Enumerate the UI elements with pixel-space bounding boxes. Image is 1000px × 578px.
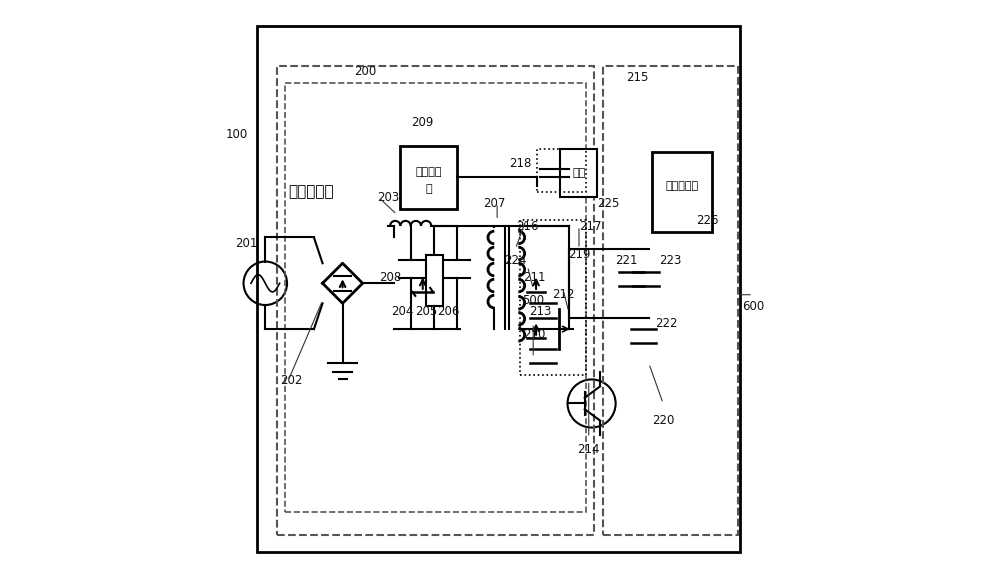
Text: 211: 211 [523,271,546,284]
Text: 224: 224 [504,254,527,267]
Text: 215: 215 [626,71,649,84]
Text: 220: 220 [652,414,674,427]
Bar [652,151,712,232]
Text: 光耦: 光耦 [572,168,585,178]
Text: 第二控制: 第二控制 [415,166,442,177]
Text: 203: 203 [377,191,399,204]
Text: 器: 器 [425,184,432,194]
Text: 变频器电路: 变频器电路 [288,184,334,199]
Text: 200: 200 [354,65,377,78]
Text: 100: 100 [226,128,248,141]
Bar [285,83,586,512]
Bar [257,25,740,553]
Text: 第一控制器: 第一控制器 [665,181,698,191]
Text: 208: 208 [379,271,401,284]
Text: 221: 221 [615,254,637,267]
Bar [277,66,594,535]
Text: 217: 217 [579,220,602,232]
Text: 223: 223 [659,254,682,267]
Text: 209: 209 [412,117,434,129]
Bar [520,220,586,375]
Bar [426,255,443,306]
Bar [603,66,738,535]
Text: 210: 210 [523,328,546,341]
Text: 205: 205 [416,305,438,318]
Text: 212: 212 [552,288,574,301]
Text: 207: 207 [483,197,505,210]
Text: 225: 225 [598,197,620,210]
Bar [400,146,457,209]
Text: 216: 216 [516,220,539,232]
Text: 600: 600 [742,299,764,313]
Text: 214: 214 [577,443,600,456]
Bar [537,149,586,192]
Text: 204: 204 [391,305,414,318]
Text: 206: 206 [437,305,460,318]
Text: 222: 222 [655,317,677,330]
Text: 213: 213 [529,305,551,318]
Text: 202: 202 [280,374,302,387]
Bar [560,149,597,198]
Text: 201: 201 [235,237,257,250]
Text: 218: 218 [509,157,531,169]
Text: 226: 226 [697,214,719,227]
Text: 219: 219 [568,248,590,261]
Text: 500: 500 [522,294,544,307]
